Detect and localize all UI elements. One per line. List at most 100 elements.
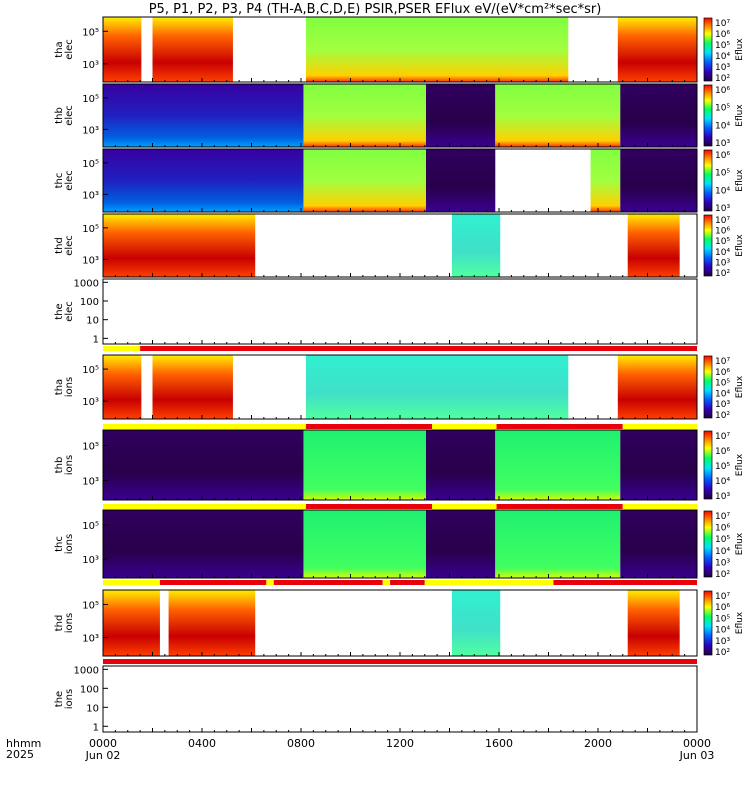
ylabel-the-ions-probe: the	[54, 691, 65, 707]
mode-bar-segment	[496, 504, 623, 509]
colorbar-tick-thd-ions: 10³	[715, 637, 730, 647]
colorbar-tick-thb-elec: 10³	[715, 139, 730, 149]
colorbar-tick-thb-elec: 10⁶	[715, 86, 730, 96]
colorbar-tick-thc-elec: 10⁶	[715, 151, 730, 161]
ytick-thd-elec: 10³	[82, 255, 99, 266]
ytick-tha-elec: 10⁵	[82, 27, 99, 38]
spectrogram-segment-tha-elec	[617, 17, 697, 82]
ylabel-thc-ions-species: ions	[64, 534, 75, 554]
colorbar-tick-thd-elec: 10⁵	[715, 237, 730, 247]
ylabel-the-elec-probe: the	[54, 303, 65, 319]
spectrogram-segment-tha-ions	[103, 355, 142, 419]
colorbar-label-thd-elec: Eflux	[735, 234, 745, 257]
ylabel-tha-ions-species: ions	[64, 377, 75, 397]
mode-bar-segment	[103, 504, 306, 509]
ytick-the-ions: 10	[86, 703, 99, 714]
ytick-thc-elec: 10³	[82, 190, 99, 201]
x-tick-label: 0800	[287, 737, 315, 750]
colorbar-tick-tha-elec: 10⁵	[715, 41, 730, 51]
ytick-thb-elec: 10⁵	[82, 94, 99, 105]
colorbar-thd-elec	[703, 214, 713, 277]
spectrogram-segment-thd-ions	[103, 590, 160, 656]
colorbar-tick-tha-ions: 10³	[715, 400, 730, 410]
spectrogram-segment-thd-elec	[103, 214, 256, 277]
spectrogram-segment-thb-elec	[425, 84, 496, 147]
colorbar-tick-thc-ions: 10⁶	[715, 524, 730, 534]
colorbar-tick-thb-elec: 10⁵	[715, 104, 730, 114]
x-axis-label-year: 2025	[6, 748, 34, 761]
spectrogram-segment-thb-ions	[103, 430, 304, 500]
x-date-label-end: Jun 03	[679, 749, 715, 762]
x-tick-label: 2000	[584, 737, 612, 750]
colorbar-tick-thd-elec: 10⁷	[715, 216, 730, 226]
colorbar-tick-thc-ions: 10⁵	[715, 535, 730, 545]
colorbar-tick-thd-elec: 10²	[715, 269, 730, 279]
mode-bar-segment	[140, 346, 697, 351]
ylabel-the-elec-species: elec	[64, 301, 75, 322]
x-tick-label: 0000	[89, 737, 117, 750]
spectrogram-segment-tha-ions	[152, 355, 233, 419]
ylabel-thc-elec-probe: thc	[54, 173, 65, 189]
colorbar-tick-tha-elec: 10⁶	[715, 30, 730, 40]
ylabel-thd-ions-probe: thd	[54, 615, 65, 632]
colorbar-tick-thd-ions: 10²	[715, 648, 730, 658]
mode-bar-segment	[424, 580, 554, 585]
mode-bar-segment	[273, 580, 383, 585]
colorbar-tick-tha-elec: 10⁴	[715, 52, 730, 62]
colorbar-thc-ions	[703, 510, 713, 578]
x-tick-label: 1600	[485, 737, 513, 750]
colorbar-thb-ions	[703, 430, 713, 500]
colorbar-label-thc-ions: Eflux	[735, 532, 745, 555]
spectrogram-segment-tha-elec	[103, 17, 142, 82]
mode-bar-segment	[382, 580, 391, 585]
ytick-tha-ions: 10⁵	[82, 365, 99, 376]
ytick-the-ions: 100	[80, 684, 99, 695]
ylabel-tha-ions-probe: tha	[54, 379, 65, 395]
ytick-the-elec: 10	[86, 316, 99, 327]
ytick-thd-elec: 10⁵	[82, 224, 99, 235]
spectrogram-segment-thb-elec	[103, 84, 304, 147]
ylabel-thd-elec-species: elec	[64, 235, 75, 256]
ylabel-thb-elec-species: elec	[64, 105, 75, 126]
colorbar-tick-thd-ions: 10⁵	[715, 614, 730, 624]
colorbar-tick-thd-elec: 10⁴	[715, 248, 730, 258]
colorbar-tick-tha-ions: 10⁴	[715, 389, 730, 399]
colorbar-label-tha-elec: Eflux	[735, 38, 745, 61]
ytick-thd-ions: 10³	[82, 634, 99, 645]
mode-bar-segment	[305, 504, 433, 509]
spectrogram-segment-thb-elec	[620, 84, 697, 147]
mode-bar-segment	[622, 504, 697, 509]
panel-frame-the-ions	[102, 665, 698, 733]
mode-bar-segment	[390, 580, 425, 585]
colorbar-tick-thc-ions: 10⁴	[715, 547, 730, 557]
mode-bar-segment	[553, 580, 697, 585]
colorbar-thb-elec	[703, 84, 713, 147]
colorbar-label-thd-ions: Eflux	[735, 611, 745, 634]
spectrogram-segment-thc-elec	[620, 149, 697, 212]
colorbar-tick-thc-ions: 10³	[715, 558, 730, 568]
spectrogram-segment-thc-elec	[590, 149, 621, 212]
mode-bar-segment	[103, 424, 306, 429]
ytick-thc-elec: 10⁵	[82, 159, 99, 170]
colorbar-tha-ions	[703, 355, 713, 419]
ytick-thc-ions: 10⁵	[82, 521, 99, 532]
ylabel-thc-elec-species: elec	[64, 170, 75, 191]
colorbar-tick-thd-ions: 10⁴	[715, 626, 730, 636]
ytick-the-elec: 1000	[74, 278, 99, 289]
ytick-the-elec: 1	[93, 334, 99, 345]
colorbar-tick-thc-elec: 10⁴	[715, 186, 730, 196]
ytick-the-elec: 100	[80, 297, 99, 308]
ylabel-thb-ions-probe: thb	[54, 457, 65, 474]
ylabel-the-ions-species: ions	[64, 689, 75, 709]
spectrogram-segment-thb-ions	[495, 430, 621, 500]
spectrogram-segment-thd-ions	[168, 590, 256, 656]
ylabel-thd-elec-probe: thd	[54, 237, 65, 254]
ytick-the-ions: 1	[93, 722, 99, 733]
colorbar-tick-thc-elec: 10⁵	[715, 169, 730, 179]
spectrogram-segment-thc-elec	[103, 149, 304, 212]
spectrogram-segment-tha-ions	[617, 355, 697, 419]
colorbar-tick-tha-ions: 10⁵	[715, 379, 730, 389]
mode-bar-segment	[305, 424, 433, 429]
